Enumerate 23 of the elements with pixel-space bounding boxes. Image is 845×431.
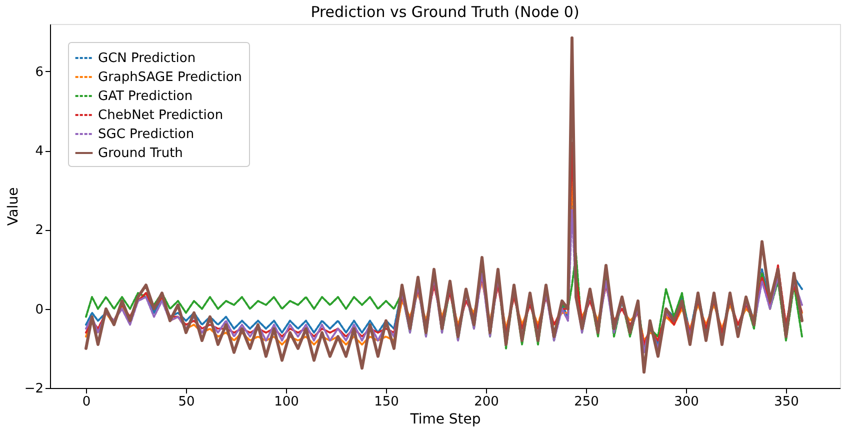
x-tick-label: 100	[274, 394, 299, 410]
x-tick-label: 200	[474, 394, 499, 410]
legend-label: Ground Truth	[98, 146, 183, 161]
legend-label: GAT Prediction	[98, 89, 193, 104]
x-axis-title: Time Step	[409, 412, 481, 428]
y-tick-label: 4	[35, 144, 44, 160]
y-tick-label: 0	[35, 302, 44, 318]
x-tick-label: 300	[674, 394, 699, 410]
y-axis-title: Value	[5, 187, 22, 226]
x-tick-label: 150	[374, 394, 399, 410]
chart-title: Prediction vs Ground Truth (Node 0)	[310, 3, 580, 21]
legend-label: ChebNet Prediction	[98, 108, 224, 123]
legend-label: GCN Prediction	[98, 51, 196, 66]
y-tick-label: 6	[35, 64, 44, 80]
x-tick-label: 50	[178, 394, 195, 410]
x-tick-label: 0	[82, 394, 91, 410]
y-tick-label: 2	[35, 223, 44, 238]
legend-label: SGC Prediction	[98, 127, 194, 142]
x-tick-label: 250	[574, 394, 599, 410]
x-tick-label: 350	[774, 394, 799, 410]
y-tick-label: −2	[24, 382, 44, 396]
legend-label: GraphSAGE Prediction	[98, 70, 242, 85]
line-series	[84, 36, 804, 374]
